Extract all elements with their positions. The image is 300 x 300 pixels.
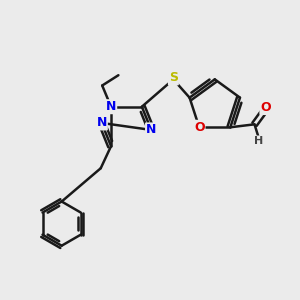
- Text: S: S: [169, 71, 178, 84]
- Text: O: O: [260, 101, 271, 114]
- Text: N: N: [146, 123, 156, 136]
- Text: N: N: [106, 100, 116, 113]
- Text: H: H: [254, 136, 263, 146]
- Text: O: O: [194, 121, 205, 134]
- Text: N: N: [97, 116, 107, 130]
